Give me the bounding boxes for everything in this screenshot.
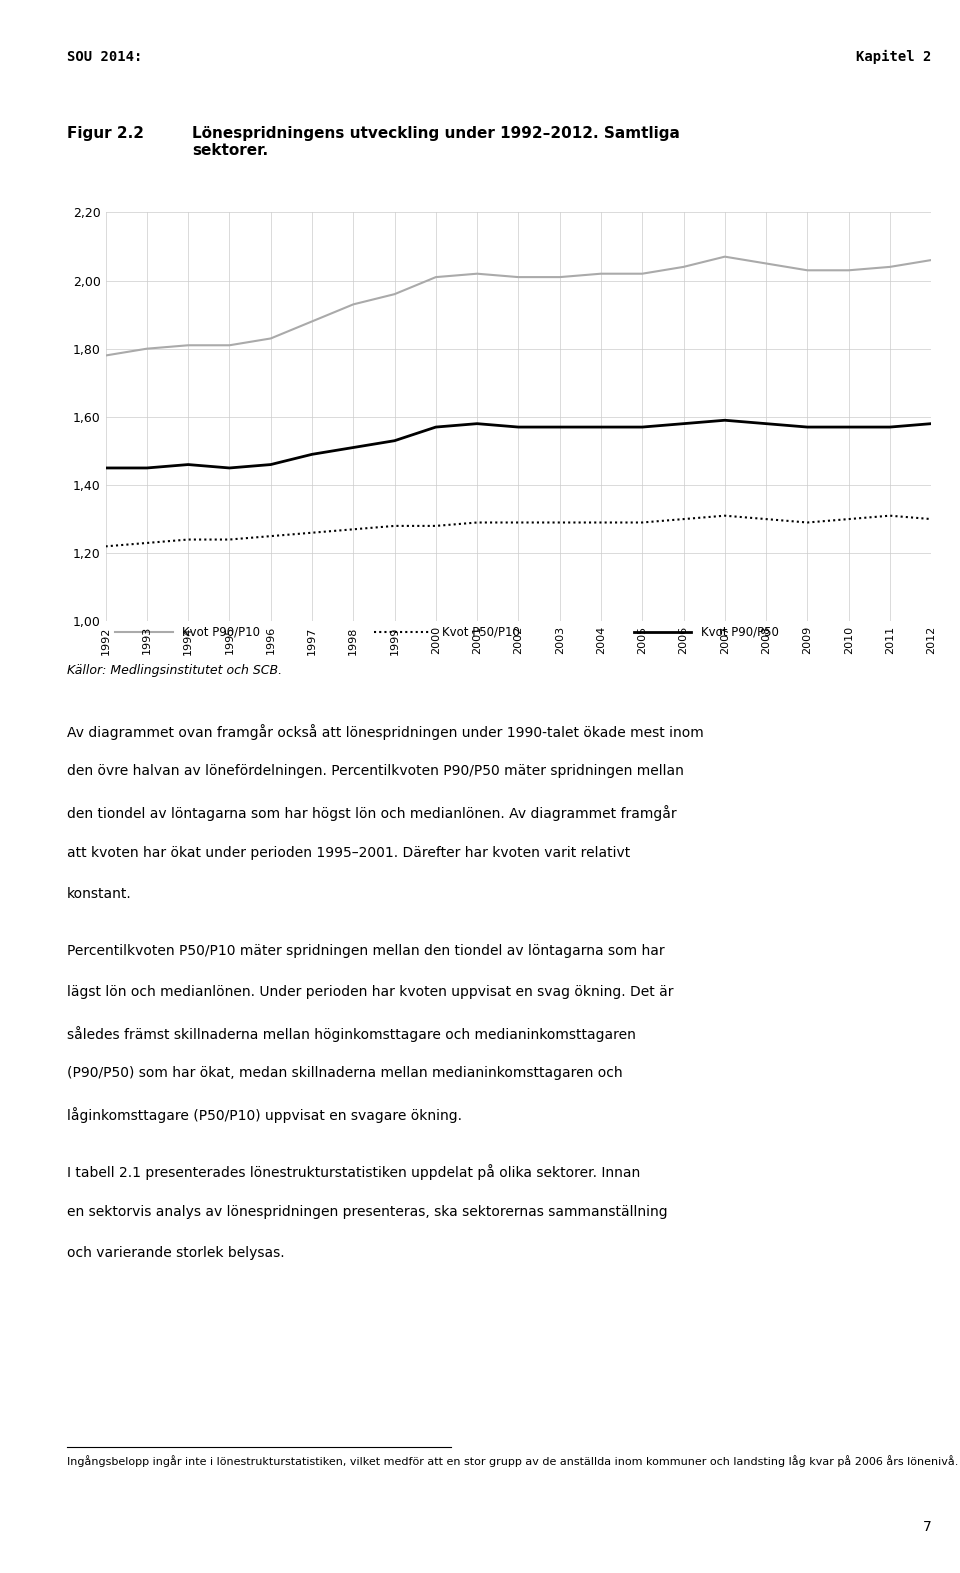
Text: således främst skillnaderna mellan höginkomsttagare och medianinkomsttagaren: således främst skillnaderna mellan högin… [67, 1026, 636, 1041]
Text: 7: 7 [923, 1520, 931, 1534]
Text: låginkomsttagare (P50/P10) uppvisat en svagare ökning.: låginkomsttagare (P50/P10) uppvisat en s… [67, 1107, 462, 1123]
Text: konstant.: konstant. [67, 887, 132, 901]
Text: (P90/P50) som har ökat, medan skillnaderna mellan medianinkomsttagaren och: (P90/P50) som har ökat, medan skillnader… [67, 1066, 623, 1081]
Text: Figur 2.2: Figur 2.2 [67, 126, 144, 142]
Text: en sektorvis analys av lönespridningen presenteras, ska sektorernas sammanställn: en sektorvis analys av lönespridningen p… [67, 1205, 668, 1219]
Text: SOU 2014:: SOU 2014: [67, 50, 143, 64]
Text: I tabell 2.1 presenterades lönestrukturstatistiken uppdelat på olika sektorer. I: I tabell 2.1 presenterades lönestrukturs… [67, 1164, 640, 1180]
Text: att kvoten har ökat under perioden 1995–2001. Därefter har kvoten varit relativt: att kvoten har ökat under perioden 1995–… [67, 846, 631, 860]
Text: och varierande storlek belysas.: och varierande storlek belysas. [67, 1246, 285, 1260]
Text: den övre halvan av lönefördelningen. Percentilkvoten P90/P50 mäter spridningen m: den övre halvan av lönefördelningen. Per… [67, 764, 684, 779]
Text: Ingångsbelopp ingår inte i lönestrukturstatistiken, vilket medför att en stor gr: Ingångsbelopp ingår inte i lönestrukturs… [67, 1455, 959, 1468]
Text: lägst lön och medianlönen. Under perioden har kvoten uppvisat en svag ökning. De: lägst lön och medianlönen. Under periode… [67, 985, 674, 999]
Text: Kapitel 2: Kapitel 2 [855, 50, 931, 64]
Text: Lönespridningens utveckling under 1992–2012. Samtliga
sektorer.: Lönespridningens utveckling under 1992–2… [192, 126, 680, 159]
Text: Av diagrammet ovan framgår också att lönespridningen under 1990-talet ökade mest: Av diagrammet ovan framgår också att lön… [67, 724, 704, 739]
Text: Källor: Medlingsinstitutet och SCB.: Källor: Medlingsinstitutet och SCB. [67, 664, 282, 676]
Text: Percentilkvoten P50/P10 mäter spridningen mellan den tiondel av löntagarna som h: Percentilkvoten P50/P10 mäter spridninge… [67, 944, 665, 958]
Text: den tiondel av löntagarna som har högst lön och medianlönen. Av diagrammet framg: den tiondel av löntagarna som har högst … [67, 805, 677, 821]
Text: Kvot P90/P50: Kvot P90/P50 [701, 626, 779, 639]
Text: Kvot P50/P10: Kvot P50/P10 [442, 626, 519, 639]
Text: Kvot P90/P10: Kvot P90/P10 [182, 626, 260, 639]
